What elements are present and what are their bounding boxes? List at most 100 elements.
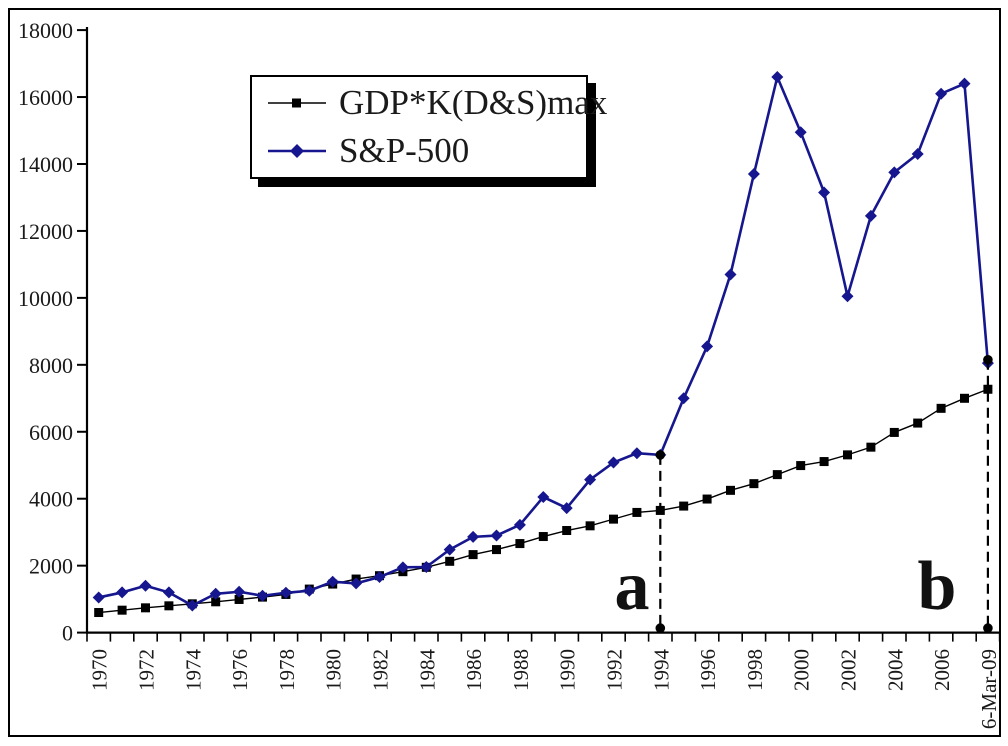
data-point-square-marker — [538, 532, 548, 542]
data-point-diamond-marker — [630, 447, 643, 460]
y-axis-tick-label: 14000 — [18, 152, 73, 177]
legend-item-sp500: S&P-500 — [268, 131, 586, 171]
x-axis-tick-label: 2002 — [837, 649, 861, 691]
data-point-square-marker — [632, 507, 642, 517]
y-axis-tick-label: 10000 — [18, 286, 73, 311]
y-axis-tick-label: 8000 — [29, 353, 73, 378]
data-point-diamond-marker — [162, 586, 175, 599]
data-point-square-marker — [141, 603, 150, 613]
data-point-square-marker — [117, 605, 127, 615]
data-point-diamond-marker — [794, 126, 807, 139]
legend-label-gdp: GDP*K(D&S)max — [339, 83, 608, 122]
x-axis-tick-label: 1998 — [743, 649, 767, 691]
data-point-diamond-marker — [888, 166, 901, 179]
x-axis-tick-label: 1986 — [462, 649, 486, 691]
annotation-dot-bottom-a — [655, 623, 666, 633]
data-point-diamond-marker — [326, 575, 339, 588]
y-axis-tick-label: 16000 — [18, 85, 73, 110]
x-axis-tick-label: 1974 — [181, 649, 205, 692]
x-axis-tick-label: 1980 — [322, 649, 346, 691]
x-axis-tick-label: 1984 — [415, 649, 439, 692]
y-axis-tick-label: 18000 — [18, 18, 73, 43]
data-point-square-marker — [515, 539, 525, 549]
data-point-square-marker — [749, 479, 759, 489]
data-point-square-marker — [913, 418, 923, 428]
data-point-diamond-marker — [677, 392, 690, 405]
data-point-diamond-marker — [396, 561, 409, 574]
data-point-diamond-marker — [139, 579, 152, 592]
annotation-dot-top-b — [983, 355, 993, 365]
data-point-square-marker — [445, 556, 455, 566]
x-axis-tick-label: 1990 — [556, 649, 580, 691]
data-point-diamond-marker — [92, 591, 105, 604]
data-point-square-marker — [983, 384, 993, 394]
legend-sample-gdp-square-marker-icon — [268, 98, 326, 108]
x-axis-tick-label: 6-Mar-09 — [977, 649, 1001, 729]
data-point-square-marker — [960, 393, 969, 403]
x-axis-tick-label: 2000 — [790, 649, 814, 691]
legend-item-gdp: GDP*K(D&S)max — [268, 83, 607, 123]
data-point-diamond-marker — [935, 87, 948, 100]
data-point-diamond-marker — [420, 560, 433, 573]
data-point-diamond-marker — [186, 599, 199, 612]
data-point-diamond-marker — [584, 473, 597, 486]
data-point-square-marker — [585, 521, 595, 531]
data-point-square-marker — [819, 457, 829, 467]
data-point-diamond-marker — [818, 186, 831, 199]
data-point-square-marker — [679, 501, 689, 511]
data-point-square-marker — [936, 403, 946, 413]
data-point-square-marker — [702, 494, 712, 504]
data-point-square-marker — [492, 545, 501, 555]
data-point-diamond-marker — [443, 543, 456, 556]
data-point-diamond-marker — [467, 530, 480, 543]
x-axis-tick-label: 2006 — [930, 649, 954, 691]
data-point-diamond-marker — [303, 584, 316, 597]
data-point-diamond-marker — [958, 77, 971, 90]
annotation-dot-top-a — [655, 450, 666, 460]
x-axis-tick-label: 1978 — [275, 649, 299, 691]
data-point-diamond-marker — [209, 587, 222, 600]
data-point-square-marker — [772, 470, 782, 480]
data-point-diamond-marker — [373, 571, 386, 584]
x-axis-tick-label: 1970 — [88, 649, 112, 691]
x-axis-tick-label: 1982 — [369, 649, 393, 691]
x-axis-tick-label: 1996 — [696, 649, 720, 691]
y-axis-tick-label: 2000 — [29, 554, 73, 579]
data-point-square-marker — [843, 450, 852, 460]
x-axis-tick-label: 1992 — [603, 649, 627, 691]
x-axis-tick-label: 1994 — [649, 649, 673, 692]
x-axis-tick-label: 1972 — [135, 649, 159, 691]
data-point-square-marker — [889, 427, 899, 437]
data-point-diamond-marker — [864, 209, 877, 222]
data-point-square-marker — [468, 550, 478, 560]
data-point-diamond-marker — [701, 340, 714, 353]
legend-label-sp500: S&P-500 — [339, 131, 470, 170]
data-point-diamond-marker — [771, 70, 784, 83]
data-point-diamond-marker — [256, 589, 269, 602]
x-axis-tick-label: 2004 — [883, 649, 907, 692]
data-point-diamond-marker — [607, 456, 620, 469]
y-axis-tick-label: 4000 — [29, 487, 73, 512]
data-point-square-marker — [866, 442, 876, 452]
data-point-diamond-marker — [513, 518, 526, 531]
annotation-label-a: a — [614, 548, 650, 625]
annotation-dot-bottom-b — [983, 623, 993, 633]
data-point-square-marker — [164, 601, 174, 611]
data-point-diamond-marker — [724, 268, 737, 281]
data-point-square-marker — [211, 597, 221, 607]
y-axis-tick-label: 6000 — [29, 420, 73, 445]
data-point-square-marker — [726, 485, 735, 495]
data-point-diamond-marker — [911, 147, 924, 160]
y-axis-tick-label: 0 — [62, 621, 73, 646]
data-point-square-marker — [94, 608, 104, 618]
data-point-diamond-marker — [537, 491, 550, 504]
data-point-diamond-marker — [350, 577, 363, 590]
y-axis-tick-label: 12000 — [18, 219, 73, 244]
data-point-diamond-marker — [841, 290, 854, 303]
annotation-label-b: b — [917, 548, 957, 625]
x-axis-tick-label: 1988 — [509, 649, 533, 691]
data-point-square-marker — [562, 526, 572, 536]
data-point-diamond-marker — [116, 586, 129, 599]
data-point-diamond-marker — [279, 586, 292, 599]
